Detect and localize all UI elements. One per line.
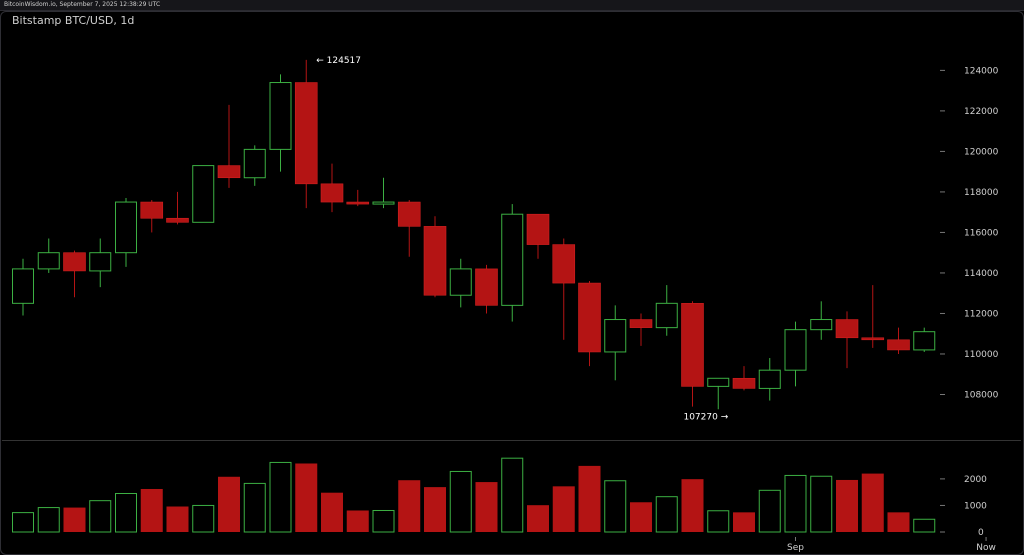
volume-bar: [424, 487, 446, 532]
x-tick-label: Now: [976, 543, 996, 553]
candle-body: [758, 369, 781, 389]
price-tick-label: 108000: [964, 390, 999, 400]
candle-body: [63, 252, 86, 272]
candle-body: [449, 268, 472, 296]
price-high-annotation: ← 124517: [316, 56, 361, 66]
volume-bar: [630, 502, 652, 532]
volume-bar: [733, 512, 755, 532]
candle-body: [681, 303, 704, 387]
price-tick-label: 112000: [964, 309, 999, 319]
candle-body: [501, 213, 524, 306]
candle-body: [140, 201, 164, 219]
candle-body: [243, 148, 266, 179]
candle-body: [37, 252, 60, 270]
price-tick-label: 118000: [964, 188, 999, 198]
volume-bar: [475, 482, 498, 532]
candle-body: [12, 268, 34, 304]
volume-bar: [192, 504, 215, 533]
source-line: BitcoinWisdom.io, September 7, 2025 12:3…: [4, 1, 161, 8]
volume-bar: [861, 473, 884, 532]
volume-bar: [140, 488, 163, 532]
candle-body: [604, 319, 627, 353]
candle-body: [397, 201, 421, 227]
candle-body: [629, 319, 653, 328]
price-tick-label: 124000: [964, 66, 999, 76]
volume-bar: [243, 482, 266, 533]
volume-bar: [655, 496, 678, 533]
volume-bar: [346, 510, 369, 532]
volume-bar: [398, 480, 421, 532]
volume-bar: [810, 475, 833, 533]
candle-body: [423, 226, 447, 296]
price-tick-label: 110000: [964, 350, 999, 360]
candle-body: [655, 302, 678, 329]
candle-body: [784, 329, 807, 371]
candle-body: [294, 82, 318, 185]
volume-bar: [707, 510, 730, 533]
volume-bar: [552, 486, 575, 532]
volume-tick-label: 2000: [964, 475, 987, 485]
volume-bar: [887, 512, 910, 532]
candle-body: [89, 252, 112, 272]
candle-body: [269, 82, 292, 150]
volume-bar: [166, 506, 189, 532]
candle-body: [526, 213, 550, 245]
candle-body: [861, 337, 885, 341]
volume-bar: [37, 507, 60, 533]
price-tick-label: 114000: [964, 269, 999, 279]
volume-bar: [501, 457, 524, 533]
price-low-annotation: 107270 →: [683, 412, 728, 422]
candle-body: [115, 201, 137, 254]
candle-body: [578, 282, 601, 353]
candle-body: [913, 331, 936, 351]
chart-title: Bitstamp BTC/USD, 1d: [12, 14, 135, 27]
top-bar: BitcoinWisdom.io, September 7, 2025 12:3…: [0, 0, 1024, 11]
volume-bar: [836, 479, 858, 532]
candle-body: [372, 201, 395, 205]
candle-body: [346, 201, 370, 205]
volume-bar: [372, 509, 395, 533]
volume-bar: [758, 489, 781, 533]
candle-body: [552, 244, 576, 284]
candle-body: [707, 377, 730, 387]
candle-body: [320, 183, 344, 203]
volume-bar: [295, 463, 318, 532]
candle-body: [887, 339, 910, 351]
price-tick-label: 120000: [964, 147, 999, 157]
volume-bar: [12, 512, 34, 533]
volume-tick-label: 1000: [964, 501, 987, 511]
volume-bar: [321, 492, 343, 532]
volume-bar: [784, 474, 807, 533]
candle-body: [835, 319, 859, 339]
candle-body: [192, 165, 215, 223]
candle-body: [475, 268, 498, 306]
volume-bar: [63, 507, 86, 532]
candle-body: [732, 377, 756, 389]
volume-bar: [218, 476, 240, 532]
volume-bar: [115, 493, 137, 533]
x-tick-label: Sep: [787, 543, 804, 553]
volume-bar: [913, 518, 936, 533]
price-tick-label: 122000: [964, 107, 999, 117]
volume-bar: [269, 461, 292, 533]
candle-body: [217, 165, 241, 179]
volume-tick-label: 0: [978, 528, 984, 538]
candle-body: [166, 217, 189, 223]
volume-bar: [89, 500, 112, 533]
volume-bar: [578, 465, 601, 532]
volume-bar: [681, 479, 704, 532]
volume-bar: [604, 480, 627, 533]
volume-bar: [527, 505, 549, 532]
price-tick-label: 116000: [964, 228, 999, 238]
volume-bar: [449, 470, 472, 533]
candle-body: [810, 319, 833, 331]
